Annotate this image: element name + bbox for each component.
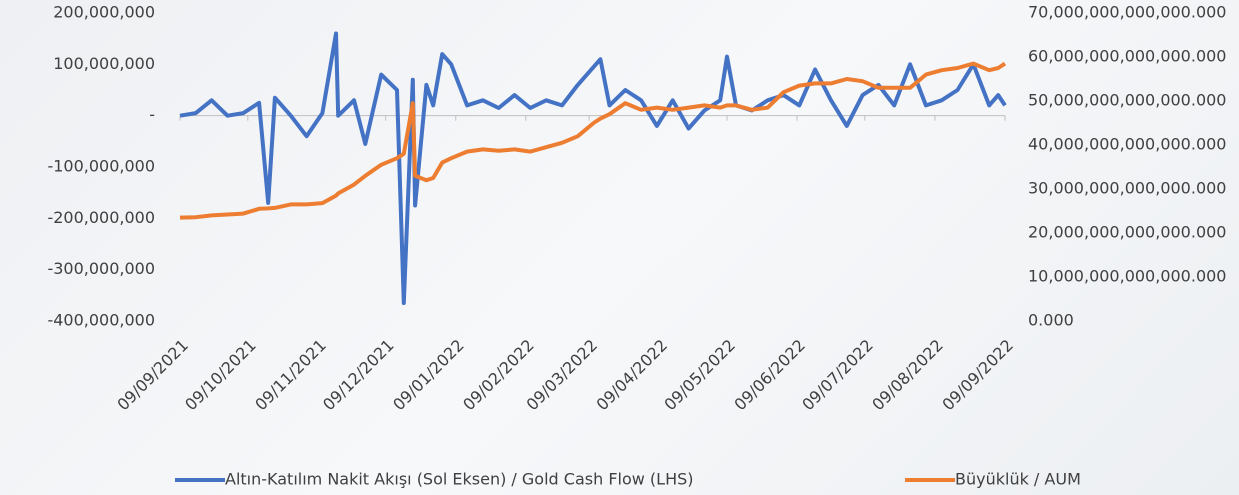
x-tick-label: 09/07/2022 — [798, 336, 877, 415]
y2-tick-label: 20,000,000,000,000.000 — [1028, 223, 1226, 242]
x-tick-label: 09/05/2022 — [660, 336, 739, 415]
x-tick-label: 09/01/2022 — [389, 336, 468, 415]
x-tick-label: 09/04/2022 — [593, 336, 672, 415]
y-tick-label: 100,000,000 — [53, 54, 155, 73]
x-tick-label: 09/09/2022 — [938, 336, 1017, 415]
y2-tick-label: 10,000,000,000,000.000 — [1028, 267, 1226, 286]
y-tick-label: 200,000,000 — [53, 3, 155, 22]
y-tick-label: -100,000,000 — [47, 157, 155, 176]
y-tick-label: -200,000,000 — [47, 208, 155, 227]
y-tick-label: -400,000,000 — [47, 311, 155, 330]
y2-tick-label: 70,000,000,000,000.000 — [1028, 3, 1226, 22]
y-tick-label: - — [149, 105, 155, 124]
x-tick-label: 09/11/2021 — [251, 336, 330, 415]
x-tick-label: 09/12/2021 — [319, 336, 398, 415]
legend-label: Büyüklük / AUM — [955, 470, 1081, 489]
series-line — [179, 31, 1007, 305]
series-line — [179, 61, 1007, 220]
legend-label: Altın-Katılım Nakit Akışı (Sol Eksen) / … — [225, 470, 694, 489]
y2-tick-label: 30,000,000,000,000.000 — [1028, 179, 1226, 198]
x-tick-label: 09/06/2022 — [730, 336, 809, 415]
y2-tick-label: 40,000,000,000,000.000 — [1028, 135, 1226, 154]
y2-tick-label: 60,000,000,000,000.000 — [1028, 47, 1226, 66]
x-tick-label: 09/09/2021 — [113, 336, 192, 415]
y2-tick-label: 50,000,000,000,000.000 — [1028, 91, 1226, 110]
x-tick-label: 09/08/2022 — [868, 336, 947, 415]
y2-tick-label: 0.000 — [1028, 311, 1074, 330]
y-tick-label: -300,000,000 — [47, 259, 155, 278]
x-tick-label: 09/10/2021 — [181, 336, 260, 415]
